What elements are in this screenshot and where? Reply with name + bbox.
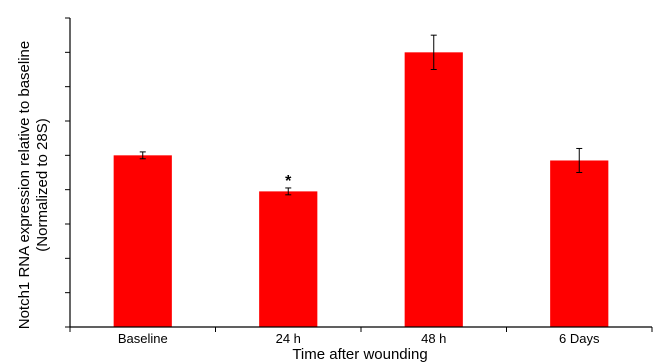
y-axis-title-line-2: (Normalized to 28S)	[34, 118, 51, 251]
y-axis-title-line-1: Notch1 RNA expression relative to baseli…	[16, 41, 33, 330]
error-bars	[139, 34, 583, 196]
x-tick-label: 6 Days	[559, 331, 600, 346]
x-axis-title: Time after wounding	[292, 346, 427, 363]
y-axis-ticks	[65, 17, 70, 328]
annotations: *	[285, 173, 292, 190]
bar-baseline	[113, 155, 172, 327]
y-axis-title: Notch1 RNA expression relative to baseli…	[16, 41, 51, 330]
x-tick-label: Baseline	[118, 331, 168, 346]
bar-48-h	[404, 52, 463, 327]
x-tick-labels: Baseline 24 h 48 h 6 Days	[118, 331, 600, 346]
x-tick-label: 48 h	[421, 331, 446, 346]
significance-marker: *	[285, 173, 292, 190]
x-tick-label: 24 h	[276, 331, 301, 346]
x-axis-ticks	[69, 327, 653, 332]
bar-6-days	[550, 160, 609, 327]
bars	[113, 52, 609, 327]
bar-24-h	[259, 191, 318, 327]
